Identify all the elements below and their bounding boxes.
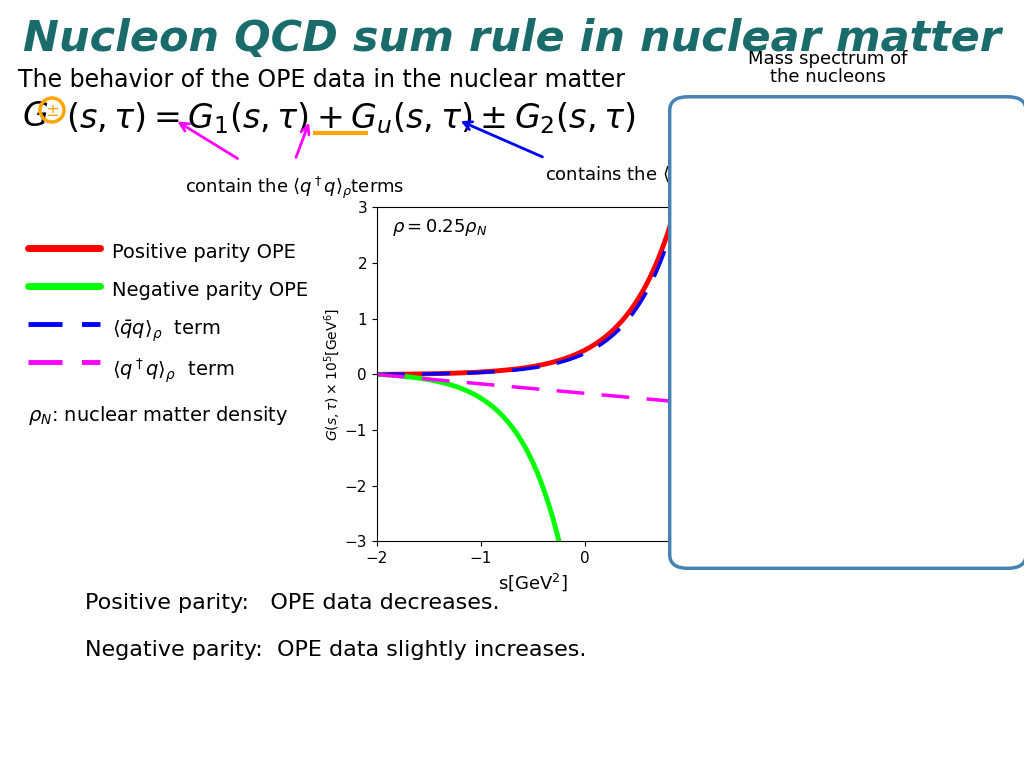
- X-axis label: s[GeV$^2$]: s[GeV$^2$]: [498, 571, 568, 594]
- Text: contains the $\langle\bar{q}q\rangle_\rho$term: contains the $\langle\bar{q}q\rangle_\rh…: [545, 165, 752, 189]
- Text: 1300: 1300: [817, 270, 852, 284]
- Text: Parity: +: Parity: +: [726, 96, 804, 114]
- Bar: [730, 138, 800, 423]
- Text: Negative parity OPE: Negative parity OPE: [112, 281, 308, 300]
- Bar: [812, 296, 836, 320]
- Text: 1300: 1300: [689, 270, 724, 284]
- Text: Negative parity:  OPE data slightly increases.: Negative parity: OPE data slightly incre…: [85, 640, 587, 660]
- Text: 1700: 1700: [689, 413, 724, 427]
- Text: Positive parity:   OPE data decreases.: Positive parity: OPE data decreases.: [85, 593, 500, 613]
- Text: $\rho=0.25\rho_N$: $\rho=0.25\rho_N$: [392, 217, 487, 238]
- Text: $(s,\tau) = G_1(s,\tau) + G_u(s,\tau) \pm G_2(s,\tau)$: $(s,\tau) = G_1(s,\tau) + G_u(s,\tau) \p…: [66, 100, 636, 136]
- Text: ?: ?: [787, 178, 868, 313]
- Text: contain the $\langle q^\dagger q\rangle_\rho$terms: contain the $\langle q^\dagger q\rangle_…: [185, 175, 404, 201]
- Text: $\rho_N$: nuclear matter density: $\rho_N$: nuclear matter density: [28, 404, 288, 427]
- Text: $\pm$: $\pm$: [45, 102, 59, 120]
- Text: The behavior of the OPE data in the nuclear matter: The behavior of the OPE data in the nucl…: [18, 68, 625, 92]
- Text: 900: 900: [825, 128, 852, 142]
- Text: Positive parity OPE: Positive parity OPE: [112, 243, 296, 262]
- Text: 1700: 1700: [817, 413, 852, 427]
- Bar: [858, 138, 928, 423]
- Y-axis label: $G(s,\tau)\times10^5[\mathrm{GeV}^6]$: $G(s,\tau)\times10^5[\mathrm{GeV}^6]$: [322, 308, 342, 441]
- Text: Parity: -: Parity: -: [865, 96, 934, 114]
- Text: Mass spectrum of: Mass spectrum of: [749, 50, 907, 68]
- Text: Nucleon QCD sum rule in nuclear matter: Nucleon QCD sum rule in nuclear matter: [23, 18, 1001, 60]
- Text: $\langle q^\dagger q\rangle_\rho$  term: $\langle q^\dagger q\rangle_\rho$ term: [112, 357, 234, 386]
- Text: the nucleons: the nucleons: [770, 68, 886, 86]
- Text: 900: 900: [697, 128, 724, 142]
- Text: $G$: $G$: [22, 100, 48, 133]
- Text: $\langle\bar{q}q\rangle_\rho$  term: $\langle\bar{q}q\rangle_\rho$ term: [112, 319, 221, 344]
